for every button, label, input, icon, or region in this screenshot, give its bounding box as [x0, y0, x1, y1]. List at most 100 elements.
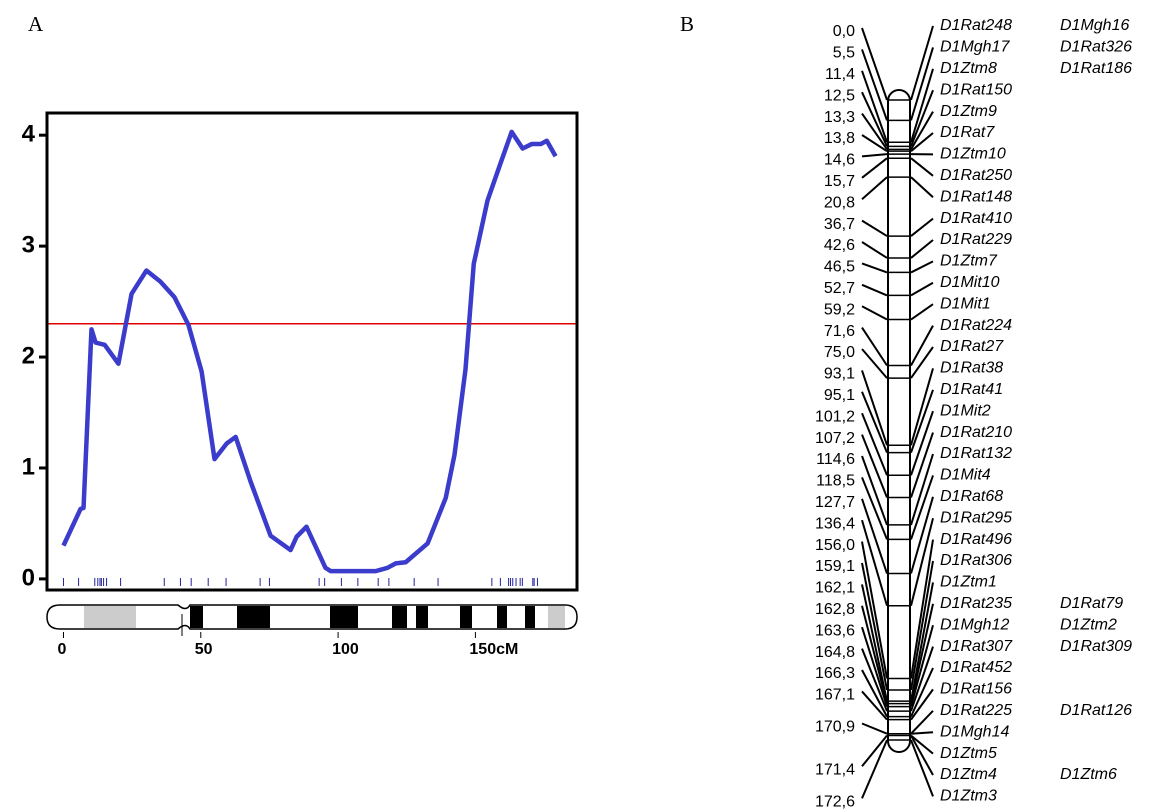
marker-name: D1Mit10 — [940, 274, 1000, 291]
map-position: 42,6 — [824, 237, 855, 254]
map-position: 95,1 — [824, 387, 855, 404]
map-position: 0,0 — [833, 23, 855, 40]
marker-name: D1Rat27 — [940, 338, 1004, 355]
marker-name: D1Rat7 — [940, 124, 995, 141]
x-tick-label: 150cM — [469, 641, 518, 658]
lod-line — [61, 129, 558, 574]
map-position: 159,1 — [815, 558, 855, 575]
marker-name: D1Mit1 — [940, 295, 991, 312]
map-position: 162,1 — [815, 580, 855, 597]
connector — [910, 582, 934, 702]
connector — [910, 389, 934, 453]
marker-name: D1Rat150 — [940, 81, 1012, 98]
map-position: 170,9 — [815, 719, 855, 736]
connector — [861, 605, 888, 704]
marker-name: D1Rat41 — [940, 381, 1003, 398]
connector — [861, 626, 888, 707]
marker-name: D1Ztm1 — [940, 574, 997, 591]
map-position: 13,3 — [824, 109, 855, 126]
marker-name: D1Rat132 — [940, 445, 1012, 462]
connector — [861, 262, 888, 274]
connector — [910, 710, 934, 735]
connector — [861, 734, 888, 767]
connector — [861, 219, 888, 237]
marker-name: D1Ztm7 — [940, 253, 998, 270]
connector — [861, 648, 888, 712]
connector — [910, 303, 934, 321]
panel-label: B — [680, 12, 694, 36]
marker-name: D1Mit2 — [940, 402, 991, 419]
marker-name: D1Rat224 — [940, 317, 1012, 334]
connector — [910, 734, 934, 755]
connector — [910, 539, 934, 679]
connector — [910, 475, 934, 540]
connector — [861, 153, 888, 158]
band — [190, 606, 203, 628]
map-position: 136,4 — [815, 515, 855, 532]
connector — [861, 498, 888, 574]
connector — [910, 731, 934, 735]
panel-label: A — [28, 12, 44, 36]
marker-name: D1Rat496 — [940, 531, 1012, 548]
connector — [910, 281, 934, 297]
chromosome — [887, 89, 911, 753]
connector — [861, 348, 888, 379]
connector — [861, 391, 888, 454]
marker-name: D1Rat309 — [1060, 638, 1132, 655]
connector — [910, 688, 934, 721]
marker-name: D1Rat68 — [940, 488, 1003, 505]
map-position: 101,2 — [815, 408, 855, 425]
connector — [861, 690, 888, 721]
marker-name: D1Ztm9 — [940, 103, 997, 120]
marker-name: D1Rat225 — [940, 702, 1012, 719]
connector — [861, 739, 888, 799]
map-position: 52,7 — [824, 280, 855, 297]
connector — [861, 327, 888, 367]
connector — [910, 368, 934, 446]
map-position: 75,0 — [824, 344, 855, 361]
connector — [910, 667, 934, 718]
connector — [861, 477, 888, 540]
connector — [910, 517, 934, 607]
connector — [861, 91, 888, 147]
connector — [910, 217, 934, 237]
marker-name: D1Rat148 — [940, 188, 1012, 205]
connector — [861, 584, 888, 702]
marker-name: D1Rat156 — [940, 681, 1012, 698]
marker-name: D1Ztm8 — [940, 60, 997, 77]
connector — [861, 455, 888, 526]
connector — [861, 283, 888, 297]
connector — [861, 722, 888, 735]
map-position: 13,8 — [824, 130, 855, 147]
ideogram — [46, 604, 578, 636]
map-position: 172,6 — [815, 794, 855, 811]
marker-name: D1Rat326 — [1060, 39, 1132, 56]
map-position: 171,4 — [815, 762, 855, 779]
connector — [861, 70, 888, 143]
connector — [861, 305, 888, 321]
marker-name: D1Ztm3 — [940, 788, 997, 805]
connector — [910, 410, 934, 476]
connector — [861, 669, 888, 718]
marker-name: D1Rat306 — [940, 552, 1012, 569]
connector — [861, 157, 888, 179]
map-position: 12,5 — [824, 87, 855, 104]
marker-name: D1Rat235 — [940, 595, 1012, 612]
marker-name: D1Rat229 — [940, 231, 1012, 248]
map-position: 5,5 — [833, 45, 855, 62]
marker-name: D1Mgh17 — [940, 39, 1010, 56]
marker-name: D1Rat248 — [940, 17, 1012, 34]
connector — [910, 560, 934, 691]
connector — [910, 132, 934, 152]
connector — [910, 646, 934, 712]
marker-name: D1Mit4 — [940, 467, 991, 484]
connector — [910, 260, 934, 274]
marker-name: D1Mgh16 — [1060, 17, 1129, 34]
connector — [910, 157, 934, 177]
connector — [861, 370, 888, 446]
connector — [910, 735, 934, 776]
marker-name: D1Mgh14 — [940, 723, 1009, 740]
marker-name: D1Ztm5 — [940, 745, 997, 762]
connector — [910, 739, 934, 797]
